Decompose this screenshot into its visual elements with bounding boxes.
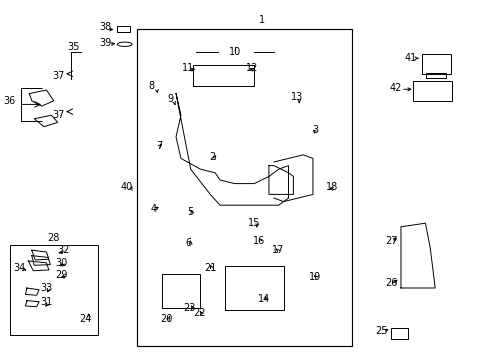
Text: 28: 28 (47, 233, 60, 243)
Text: 17: 17 (271, 245, 284, 255)
Text: 30: 30 (55, 258, 67, 268)
Text: 42: 42 (389, 83, 402, 93)
Text: 20: 20 (160, 314, 172, 324)
Text: 39: 39 (99, 38, 111, 48)
Bar (117, 26, 129, 32)
Text: 6: 6 (185, 238, 191, 248)
Bar (412, 81, 451, 101)
Text: 14: 14 (257, 294, 270, 304)
Text: 27: 27 (384, 236, 397, 246)
Text: 25: 25 (374, 326, 387, 336)
Bar (10, 245, 98, 335)
Bar (421, 54, 450, 74)
Text: 13: 13 (290, 92, 303, 102)
Text: 11: 11 (182, 63, 194, 73)
Text: 19: 19 (308, 272, 321, 282)
Text: 24: 24 (79, 314, 92, 324)
Bar (390, 328, 407, 339)
Text: 2: 2 (209, 152, 215, 162)
Text: 37: 37 (52, 110, 65, 120)
Text: 36: 36 (3, 96, 16, 106)
Text: 3: 3 (312, 125, 318, 135)
Text: 31: 31 (40, 297, 53, 307)
Text: 35: 35 (67, 42, 80, 52)
Text: 22: 22 (193, 308, 205, 318)
Text: 23: 23 (183, 303, 196, 313)
Text: 4: 4 (151, 204, 157, 214)
Bar (137, 29, 351, 346)
Text: 37: 37 (52, 71, 65, 81)
Text: 15: 15 (247, 218, 260, 228)
Text: 18: 18 (325, 182, 338, 192)
Text: 29: 29 (55, 270, 67, 280)
Text: 38: 38 (99, 22, 111, 32)
Text: 16: 16 (252, 236, 265, 246)
Text: 8: 8 (148, 81, 154, 91)
Text: 34: 34 (13, 263, 26, 273)
Text: 7: 7 (156, 141, 162, 151)
Text: 5: 5 (187, 207, 193, 217)
Bar (426, 73, 445, 78)
Text: 40: 40 (121, 182, 133, 192)
Text: 41: 41 (404, 53, 416, 63)
Text: 21: 21 (203, 263, 216, 273)
Text: 32: 32 (57, 245, 70, 255)
Text: 10: 10 (228, 47, 241, 57)
Text: 12: 12 (245, 63, 258, 73)
Text: 33: 33 (40, 283, 53, 293)
Text: 9: 9 (167, 94, 173, 104)
Text: 1: 1 (258, 15, 264, 25)
Text: 26: 26 (384, 278, 397, 288)
